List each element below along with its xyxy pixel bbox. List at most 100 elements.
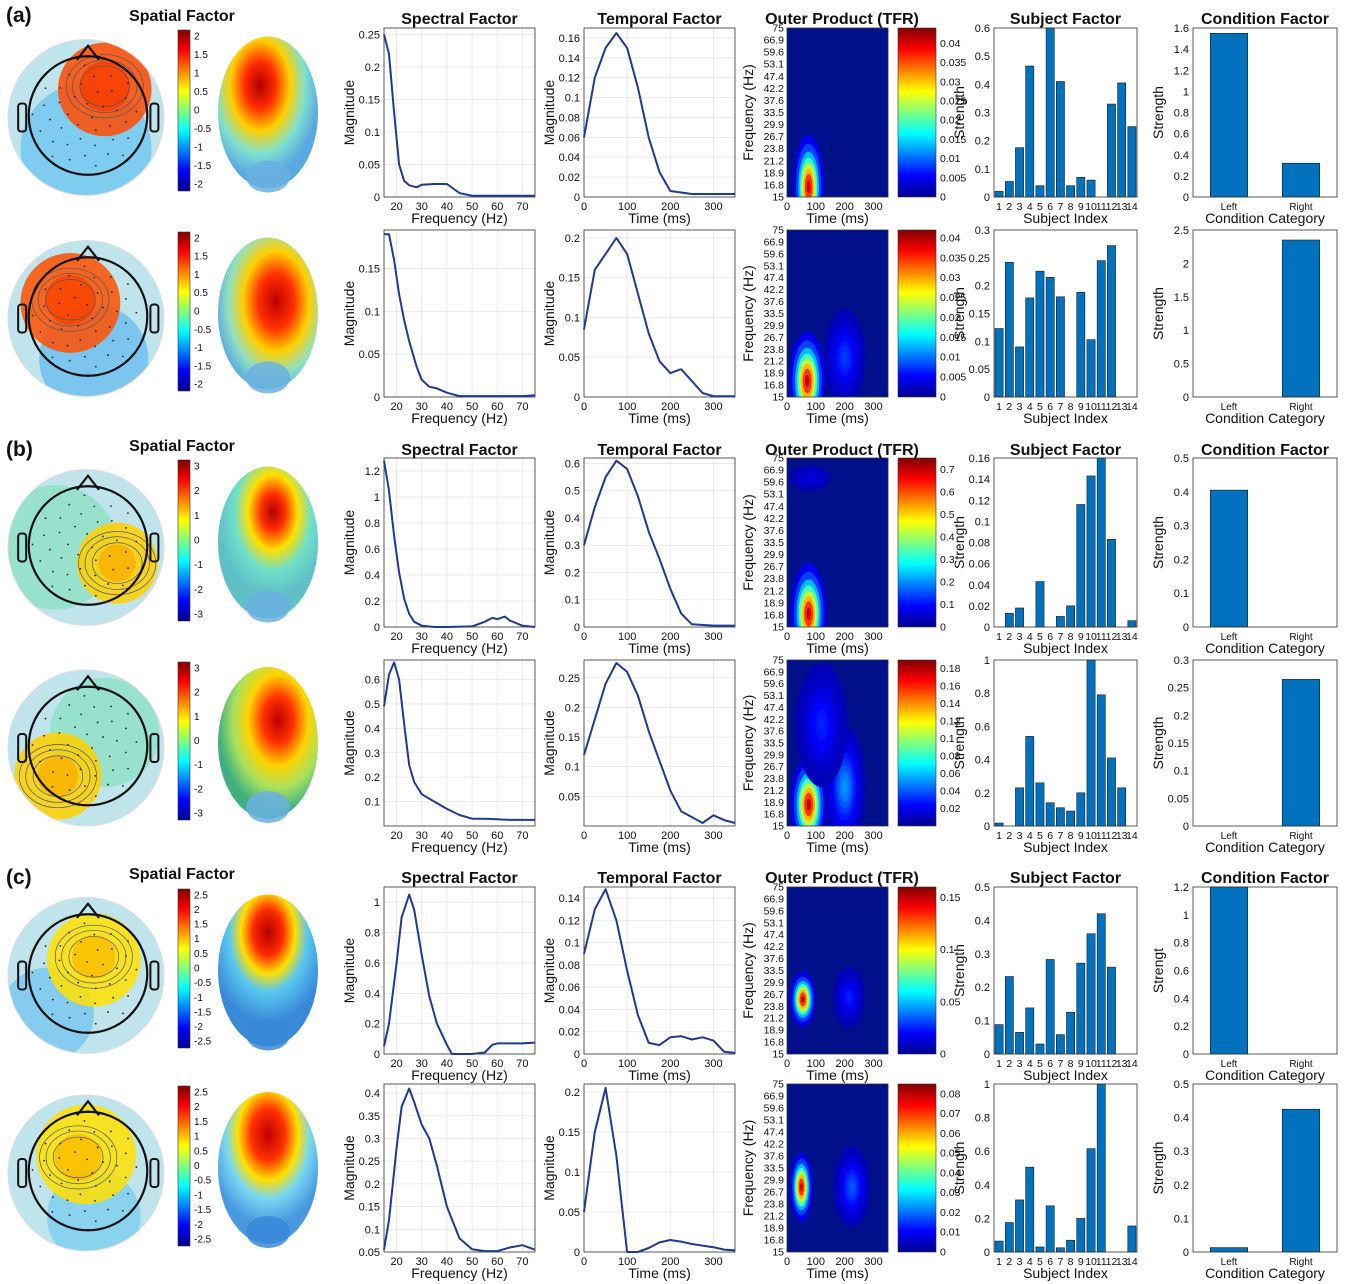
plot-frame — [993, 229, 1138, 398]
electrode-dot — [80, 1138, 83, 1141]
electrode-dot — [83, 922, 86, 925]
y-tick-label: 0.8 — [365, 518, 380, 530]
y-tick-label: 0.05 — [969, 364, 990, 376]
y-tick-label: 0.15 — [559, 732, 580, 744]
electrode-dot — [86, 1158, 89, 1161]
electrode-dot — [115, 967, 118, 970]
electrode-dot — [43, 734, 46, 737]
bar — [1066, 1239, 1075, 1253]
x-tick-label: 9 — [1078, 201, 1084, 213]
y-tick-label: 0.6 — [975, 1146, 990, 1158]
electrode-dot — [80, 713, 83, 716]
x-tick-label: 1 — [996, 1256, 1002, 1268]
spatial-colorbar-tick: 1 — [194, 712, 200, 723]
right-ear-outline — [149, 532, 160, 563]
electrode-dot — [59, 87, 62, 89]
x-tick-label: 1 — [996, 201, 1002, 213]
electrode-dot — [110, 75, 112, 77]
electrode-dot — [44, 1142, 47, 1145]
series-line — [383, 1087, 536, 1253]
tfr-frequency-tick: 21.2 — [764, 785, 785, 797]
y-tick-label: 0.25 — [359, 30, 380, 42]
y-tick-label: 0.6 — [975, 23, 990, 35]
tfr-frequency-tick: 15 — [772, 622, 784, 634]
tfr-colorbar-tick: 0.06 — [940, 768, 961, 780]
tfr-time-tick: 0 — [784, 830, 790, 842]
tfr-contour — [842, 351, 848, 364]
y-axis-title: Magnitude — [341, 80, 357, 146]
electrode-dot — [67, 743, 69, 746]
y-tick-label: 0 — [374, 392, 380, 404]
bar — [1066, 605, 1075, 628]
y-tick-label: 0.05 — [359, 349, 380, 361]
x-tick-label: 1 — [996, 401, 1002, 413]
tfr-frequency-tick: 75 — [772, 882, 784, 894]
bar — [1076, 176, 1086, 198]
plot-title: Spectral Factor — [401, 442, 517, 459]
y-tick-label: 1 — [374, 897, 380, 909]
tfr-colorbar-tick: 0.02 — [940, 1207, 961, 1219]
electrode-dot — [80, 82, 83, 85]
tfr-frequency-tick: 33.5 — [764, 1163, 785, 1175]
electrode-dot — [84, 154, 86, 157]
tfr-colorbar-tick: 0.15 — [940, 892, 961, 904]
electrode-dot — [68, 158, 71, 161]
tfr-colorbar-tick: 0.12 — [940, 716, 961, 728]
electrode-dot — [51, 1211, 54, 1213]
y-tick-label: 0.06 — [969, 559, 990, 571]
tfr-time-tick: 0 — [784, 201, 790, 213]
plot-title: Outer Product (TFR) — [765, 11, 919, 28]
bar — [1004, 1222, 1014, 1253]
plot-title: Subject Factor — [1010, 870, 1121, 887]
electrode-dot — [31, 1169, 34, 1171]
tfr-frequency-tick: 18.9 — [764, 1223, 785, 1235]
y-tick-label: 0.15 — [559, 1127, 580, 1139]
y-tick-label: 0 — [1183, 392, 1189, 404]
y-tick-label: 1.5 — [1174, 292, 1189, 304]
electrode-dot — [84, 584, 86, 587]
x-tick-label: Left — [1221, 831, 1238, 842]
tfr-colorbar — [897, 229, 937, 398]
bar — [1209, 886, 1249, 1055]
y-tick-label: 0.05 — [559, 1207, 580, 1219]
electrode-dot — [115, 109, 118, 112]
electrode-dot — [60, 1182, 63, 1185]
electrode-dot — [127, 940, 129, 942]
y-tick-label: 0.2 — [1174, 1021, 1189, 1033]
bar — [1056, 296, 1065, 398]
plot-title: Condition Factor — [1201, 442, 1329, 459]
x-tick-label: 300 — [704, 401, 722, 413]
bar — [1096, 457, 1106, 628]
tfr-blobs — [790, 1146, 870, 1228]
electrode-dot — [51, 356, 54, 359]
x-tick-label: 300 — [704, 201, 722, 213]
x-tick-label: 7 — [1057, 201, 1063, 213]
y-tick-label: 0 — [374, 192, 380, 204]
y-tick-label: 0.3 — [365, 748, 380, 760]
head-3d-render — [218, 466, 318, 623]
y-axis-title: Strength — [1150, 516, 1166, 569]
plot-title: Temporal Factor — [597, 870, 721, 887]
electrode-dot — [31, 744, 34, 746]
bar — [1045, 27, 1055, 198]
x-tick-label: 4 — [1027, 631, 1033, 643]
y-tick-label: 0.25 — [1168, 683, 1189, 695]
x-tick-label: 5 — [1037, 1058, 1043, 1070]
y-tick-label: 0.06 — [559, 982, 580, 994]
spatial-colorbar-tick: 1 — [194, 511, 200, 522]
electrode-dot — [94, 574, 96, 577]
y-axis-title: Strengt — [1150, 948, 1166, 993]
y-tick-label: 0.4 — [975, 1180, 990, 1192]
y-tick-label: 0.1 — [565, 595, 580, 607]
plot-title: Temporal Factor — [597, 11, 721, 28]
x-tick-label: 10 — [1085, 631, 1097, 643]
x-tick-label: 10 — [1085, 830, 1097, 842]
y-tick-label: 0.2 — [975, 1213, 990, 1225]
y-axis-title: Magnitude — [541, 80, 557, 146]
electrode-dot — [58, 959, 61, 962]
y-axis-title: Magnitude — [341, 281, 357, 347]
electrode-dot — [60, 327, 63, 330]
y-tick-label: 1 — [374, 492, 380, 504]
plot-frame — [583, 1083, 736, 1253]
bar — [1066, 185, 1075, 198]
